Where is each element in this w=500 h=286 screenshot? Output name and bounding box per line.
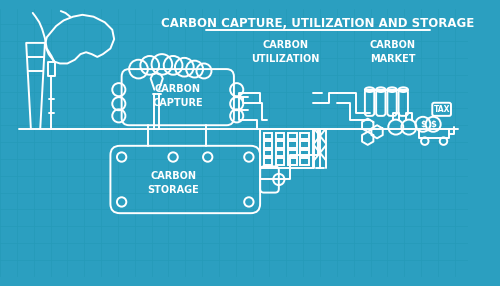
Bar [300,150,309,156]
Text: CARBON
CAPTURE: CARBON CAPTURE [152,84,203,108]
Bar [300,133,309,139]
Bar [276,150,284,156]
Bar [288,141,296,148]
Bar [264,133,272,139]
Text: TAX: TAX [434,105,450,114]
Text: CARBON
STORAGE: CARBON STORAGE [147,171,199,195]
Bar [264,141,272,148]
Text: CARBON CAPTURE, UTILIZATION AND STORAGE: CARBON CAPTURE, UTILIZATION AND STORAGE [162,17,474,30]
Bar [288,158,296,164]
Text: $: $ [430,120,436,129]
Text: CARBON
UTILIZATION: CARBON UTILIZATION [251,40,320,64]
Bar [276,133,284,139]
Bar [260,129,312,168]
Bar [300,141,309,148]
Bar [264,158,272,164]
Bar [288,150,296,156]
Bar [300,158,309,164]
Text: $: $ [420,120,426,129]
Bar [288,133,296,139]
Bar [276,158,284,164]
Text: CARBON
MARKET: CARBON MARKET [370,40,416,64]
Bar [276,141,284,148]
Bar [264,150,272,156]
